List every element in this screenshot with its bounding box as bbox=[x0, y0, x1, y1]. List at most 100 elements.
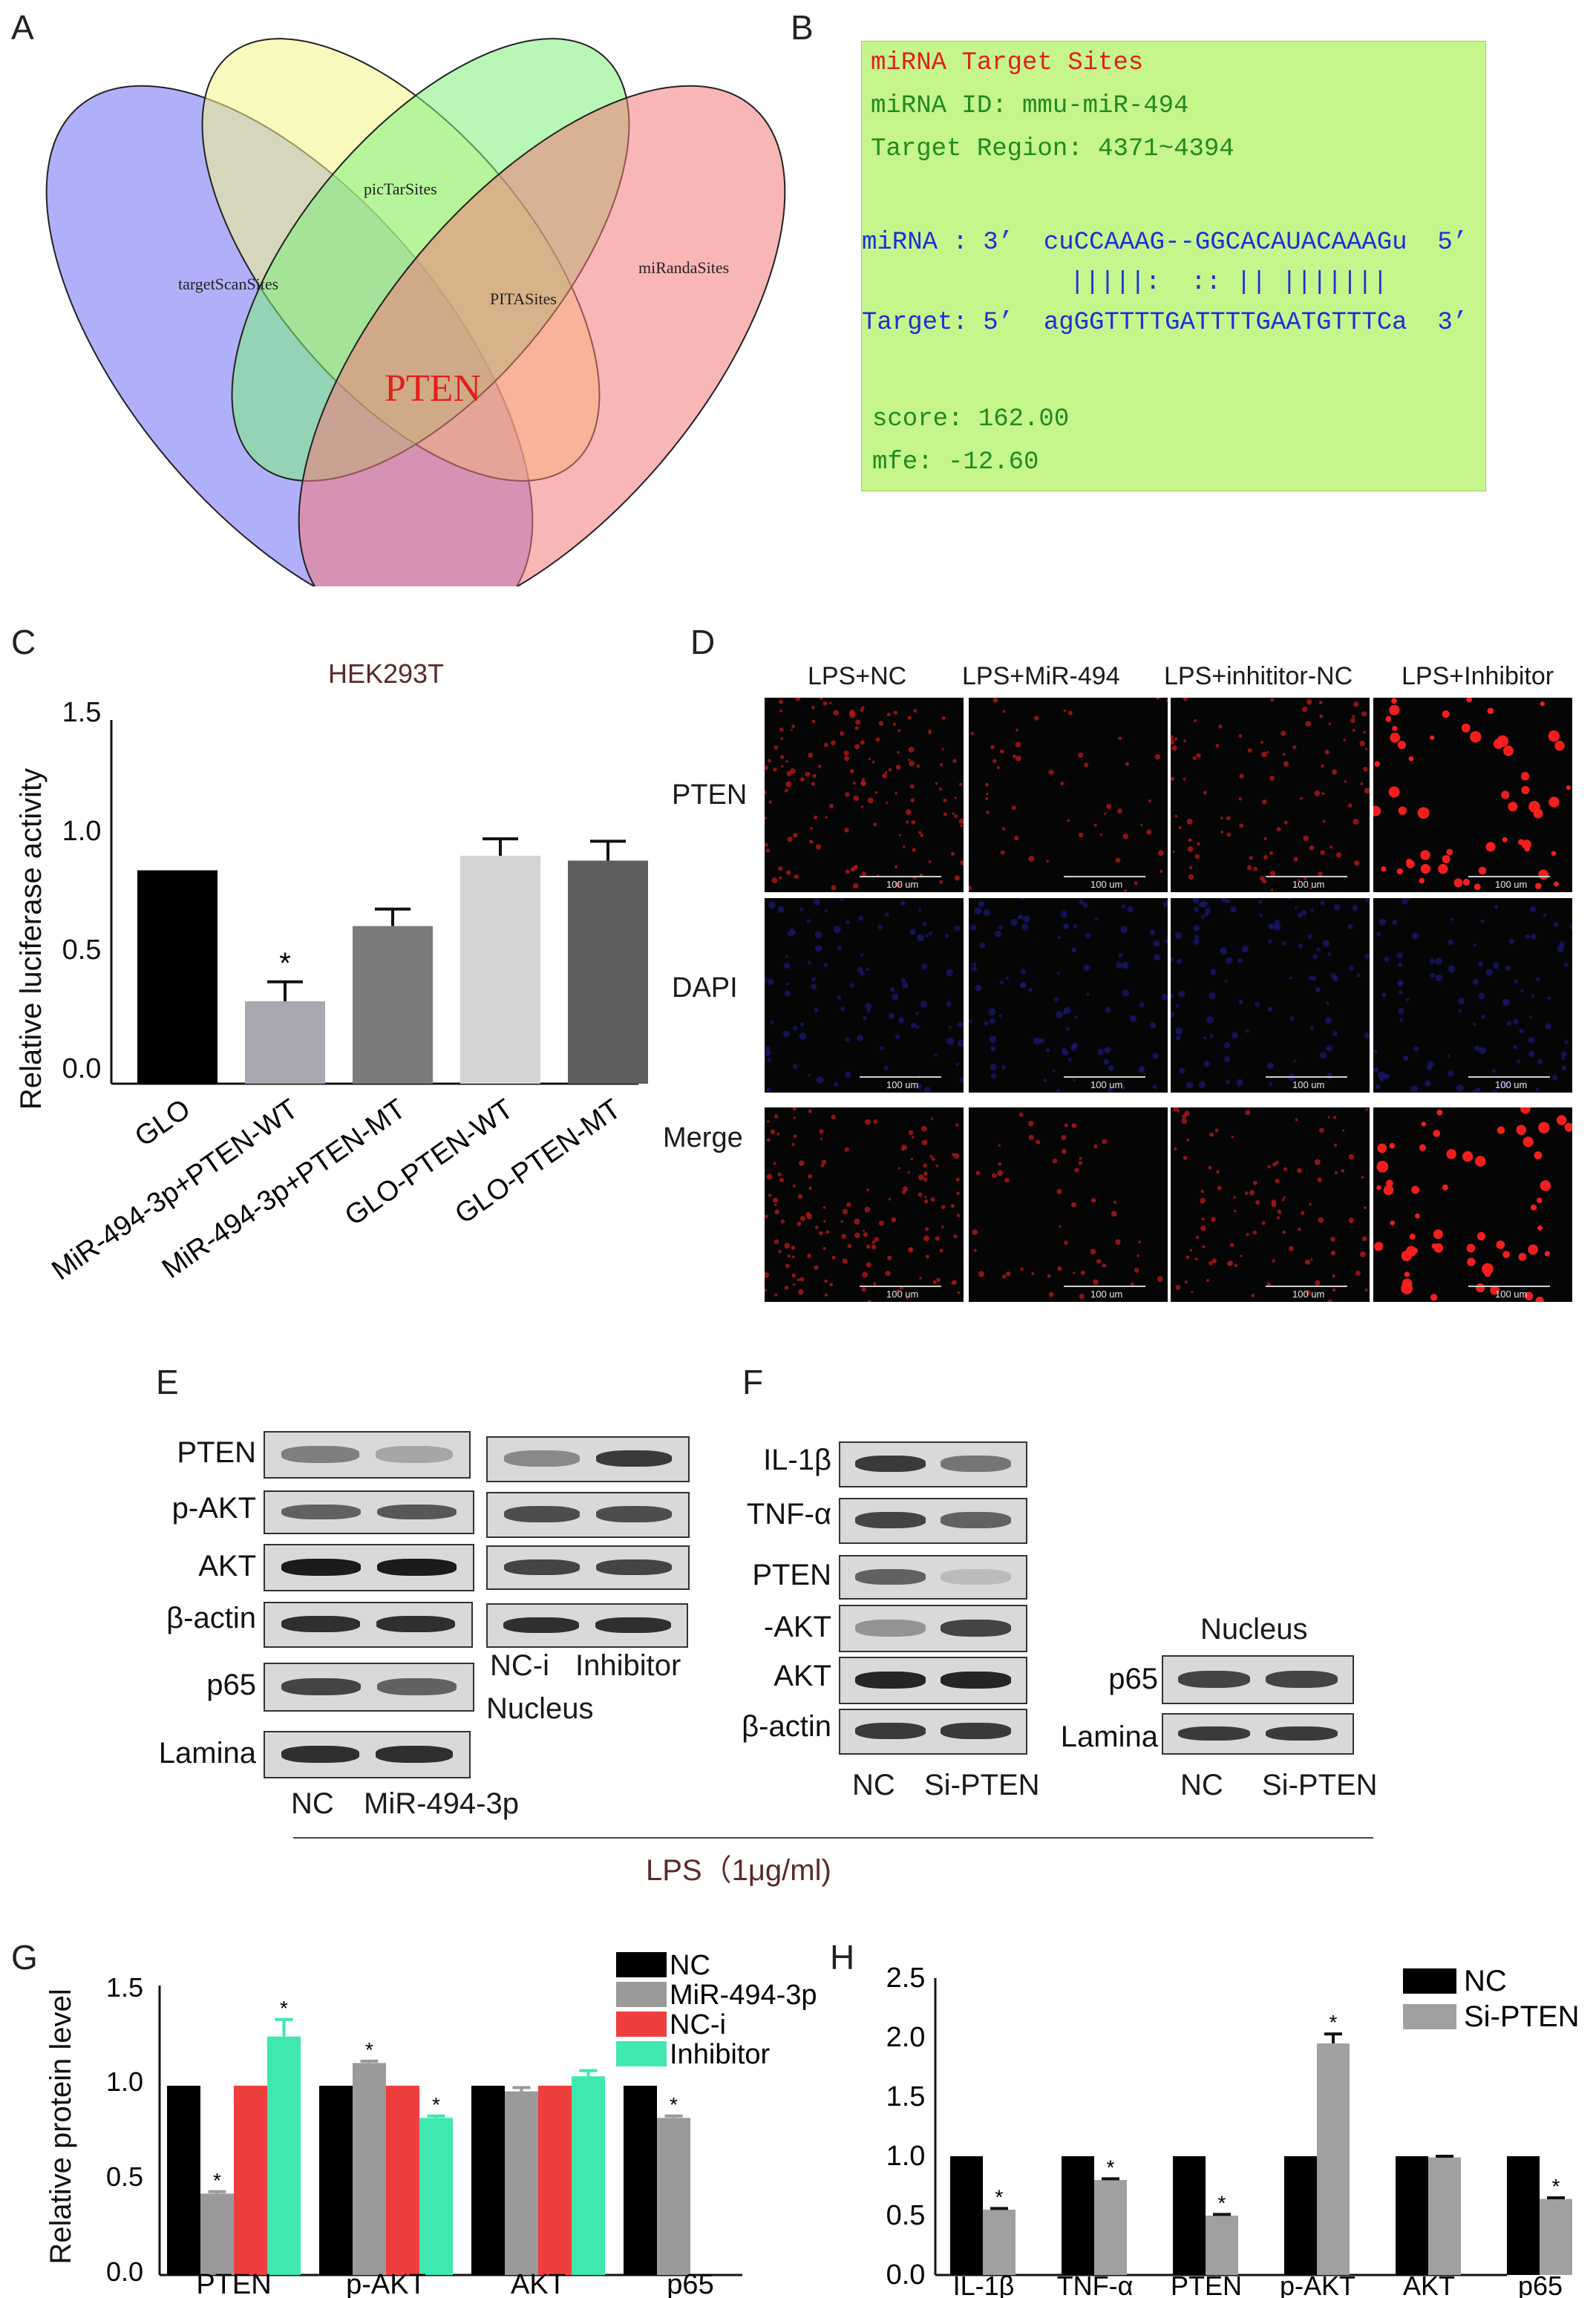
panel-label-a: A bbox=[11, 8, 34, 47]
cell-dot bbox=[998, 1144, 1001, 1147]
blot-band bbox=[375, 1746, 453, 1763]
cell-dot bbox=[1186, 1138, 1190, 1142]
cell-dot bbox=[1524, 1292, 1534, 1300]
nucleus-dot bbox=[1165, 938, 1170, 943]
cell-dot bbox=[1270, 888, 1274, 891]
cell-dot bbox=[822, 701, 828, 706]
cell-dot bbox=[923, 1177, 928, 1182]
micrograph-cells bbox=[762, 695, 965, 891]
cell-dot bbox=[1430, 1294, 1438, 1301]
nucleus-dot bbox=[1175, 1027, 1183, 1035]
cell-dot bbox=[779, 876, 782, 880]
nucleus-dot bbox=[1288, 896, 1292, 900]
blot-e-label: AKT bbox=[198, 1550, 256, 1582]
nucleus-dot bbox=[1560, 1051, 1567, 1057]
cell-dot bbox=[1002, 1274, 1007, 1279]
nucleus-dot bbox=[1448, 1070, 1454, 1077]
cell-dot bbox=[935, 782, 938, 785]
cell-dot bbox=[1220, 816, 1223, 820]
cell-dot bbox=[1363, 730, 1367, 734]
nucleus-dot bbox=[1267, 939, 1272, 943]
blot-band bbox=[941, 1456, 1011, 1473]
blot-band bbox=[377, 1559, 457, 1576]
cell-dot bbox=[1172, 850, 1175, 853]
cell-dot bbox=[1321, 792, 1325, 796]
nucleus-dot bbox=[1121, 904, 1126, 909]
nucleus-dot bbox=[1104, 1047, 1111, 1054]
nucleus-dot bbox=[840, 897, 844, 902]
cell-dot bbox=[923, 1171, 928, 1176]
cell-dot bbox=[861, 871, 866, 877]
cell-dot bbox=[1314, 790, 1321, 796]
cell-dot bbox=[1077, 752, 1083, 758]
cell-dot bbox=[909, 784, 915, 789]
nucleus-dot bbox=[777, 906, 785, 914]
cell-dot bbox=[1364, 747, 1368, 750]
cell-dot bbox=[785, 1263, 790, 1269]
blot-band bbox=[281, 1746, 359, 1763]
scale-label: 100 um bbox=[1292, 1079, 1325, 1090]
cell-dot bbox=[850, 866, 856, 872]
cell-dot bbox=[1269, 775, 1275, 781]
cell-dot bbox=[1478, 866, 1487, 875]
chart-g-ytick: 0.5 bbox=[106, 2161, 143, 2192]
chart-h-xtick: p-AKT bbox=[1280, 2271, 1355, 2298]
cell-dot bbox=[861, 777, 866, 781]
cell-dot bbox=[902, 1186, 909, 1192]
cell-dot bbox=[952, 759, 957, 763]
cell-dot bbox=[882, 773, 887, 779]
cell-dot bbox=[1475, 1283, 1485, 1293]
chart-g-xtick: p65 bbox=[667, 2269, 713, 2298]
cell-dot bbox=[1350, 1220, 1353, 1224]
blot-band bbox=[941, 1568, 1011, 1585]
cell-dot bbox=[785, 760, 788, 763]
nucleus-dot bbox=[1039, 1038, 1045, 1044]
cell-dot bbox=[1299, 796, 1303, 800]
cell-dot bbox=[906, 809, 912, 816]
blot-band bbox=[503, 1617, 580, 1634]
nucleus-dot bbox=[1162, 900, 1170, 908]
nucleus-dot bbox=[1458, 1009, 1462, 1013]
nucleus-dot bbox=[1310, 909, 1314, 912]
nucleus-dot bbox=[1364, 1032, 1371, 1039]
cell-dot bbox=[1079, 1293, 1085, 1300]
cell-dot bbox=[811, 705, 815, 710]
cell-dot bbox=[1496, 1240, 1505, 1249]
cell-dot bbox=[907, 716, 912, 720]
cell-dot bbox=[774, 1293, 778, 1297]
cell-dot bbox=[923, 1235, 930, 1242]
cell-dot bbox=[854, 744, 860, 750]
nucleus-dot bbox=[1073, 924, 1077, 929]
cell-dot bbox=[1419, 877, 1425, 884]
nucleus-dot bbox=[1472, 978, 1479, 985]
cell-dot bbox=[911, 1136, 915, 1139]
cell-dot bbox=[888, 1197, 892, 1201]
nucleus-dot bbox=[983, 909, 990, 917]
chart-h-significance: * bbox=[1330, 2011, 1338, 2034]
nucleus-dot bbox=[1105, 1006, 1111, 1013]
cell-dot bbox=[1360, 782, 1364, 785]
nucleus-dot bbox=[1491, 1069, 1496, 1073]
cell-dot bbox=[899, 834, 902, 837]
cell-dot bbox=[1211, 1258, 1217, 1263]
cell-dot bbox=[1327, 1116, 1330, 1119]
nucleus-dot bbox=[1149, 1021, 1157, 1029]
nucleus-dot bbox=[879, 1046, 884, 1051]
cell-dot bbox=[1183, 1156, 1188, 1160]
cell-dot bbox=[1263, 854, 1268, 860]
cell-dot bbox=[1154, 753, 1161, 760]
nucleus-dot bbox=[1399, 1018, 1404, 1022]
cell-dot bbox=[1202, 1245, 1206, 1248]
cell-dot bbox=[1370, 805, 1381, 816]
cell-dot bbox=[1203, 790, 1207, 795]
cell-dot bbox=[1125, 762, 1130, 766]
cell-dot bbox=[1348, 1153, 1355, 1160]
nucleus-dot bbox=[1365, 897, 1370, 903]
cell-dot bbox=[931, 1117, 934, 1120]
nucleus-dot bbox=[837, 995, 842, 1000]
nucleus-dot bbox=[1474, 1045, 1480, 1051]
cell-dot bbox=[1396, 868, 1404, 875]
cell-dot bbox=[809, 839, 813, 844]
cell-dot bbox=[1057, 1266, 1062, 1271]
chart-h-bar bbox=[983, 2210, 1016, 2275]
